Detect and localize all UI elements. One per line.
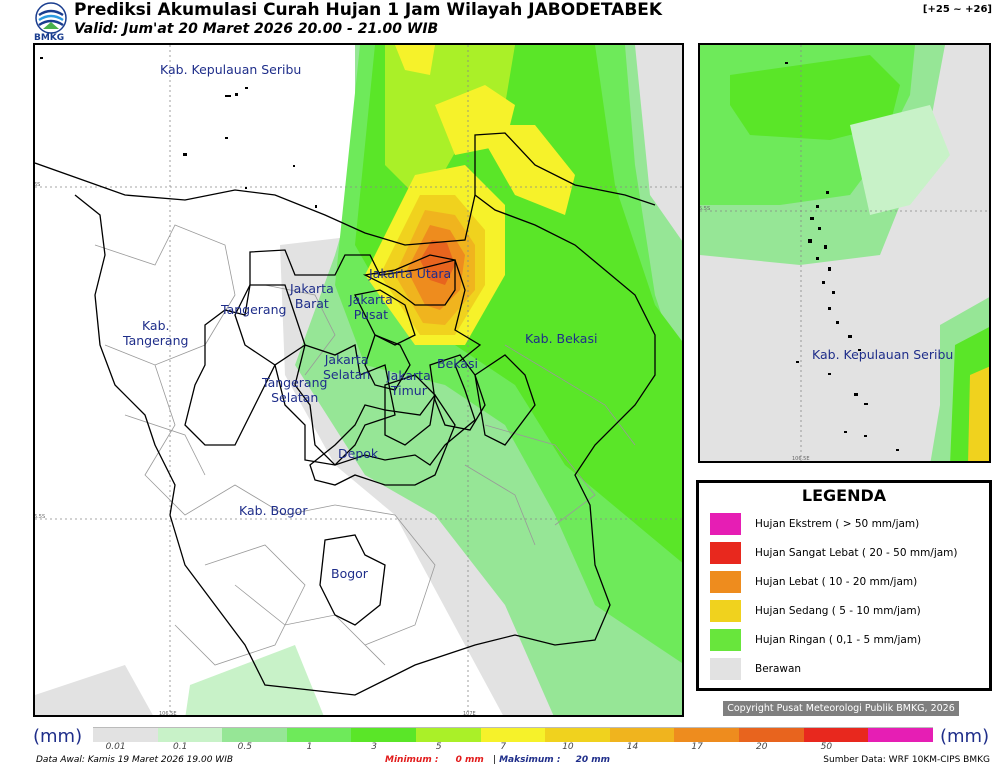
legend-item-sangat-lebat: Hujan Sangat Lebat ( 20 - 50 mm/jam) — [710, 542, 980, 564]
lat-65s-label: 6.5S — [34, 514, 46, 520]
scale-cell — [674, 728, 740, 742]
logo-text: BMKG — [34, 33, 65, 43]
scale-tick: 1 — [306, 742, 313, 752]
scale-cell — [803, 728, 869, 742]
scale-cell — [609, 728, 675, 742]
scale-cell — [93, 728, 158, 742]
legend-label: Hujan Ekstrem ( > 50 mm/jam) — [755, 518, 920, 530]
scale-cell — [351, 728, 417, 742]
main-rainfall-map[interactable]: 6S 6.5S 106.5E 107E Kab. Kepulauan Serib… — [33, 43, 684, 717]
scale-tick: 0.01 — [105, 742, 126, 752]
scale-tick: 50 — [820, 742, 833, 752]
main-map-canvas — [35, 45, 682, 715]
legend-swatch — [710, 513, 741, 535]
legend-label: Hujan Sangat Lebat ( 20 - 50 mm/jam) — [755, 547, 958, 559]
scale-unit-left: (mm) — [33, 726, 83, 747]
label-bekasi: Bekasi — [437, 356, 478, 371]
source-note: Sumber Data: WRF 10KM-CIPS BMKG — [823, 755, 990, 765]
label-jakarta-timur: Jakarta Timur — [387, 368, 431, 398]
thousand-islands — [40, 57, 317, 208]
legend-label: Hujan Sedang ( 5 - 10 mm/jam) — [755, 605, 921, 617]
scale-tick: 20 — [756, 742, 768, 752]
legend-item-sedang: Hujan Sedang ( 5 - 10 mm/jam) — [710, 600, 980, 622]
legend-label: Hujan Lebat ( 10 - 20 mm/jam) — [755, 576, 918, 588]
inset-label-kab-kepulauan-seribu: Kab. Kepulauan Seribu — [812, 347, 954, 362]
label-tangerang: Tangerang — [221, 302, 287, 317]
lat-6s-label: 6S — [34, 182, 41, 188]
legend-item-ringan: Hujan Ringan ( 0,1 - 5 mm/jam) — [710, 629, 980, 651]
label-depok: Depok — [338, 446, 379, 461]
forecast-range-tag: [+25 ~ +26] — [922, 4, 992, 15]
inset-seribu-map[interactable]: 5.5S 106.5E Kab. Kepulauan Seribu — [698, 43, 991, 463]
legend-swatch — [710, 658, 741, 680]
province-boundaries — [35, 132, 656, 696]
lon-107e-label: 107E — [463, 711, 476, 717]
legend-box: LEGENDA Hujan Ekstrem ( > 50 mm/jam) Huj… — [696, 480, 992, 691]
bmkg-logo — [35, 2, 67, 34]
legend-swatch — [710, 600, 741, 622]
legend-item-lebat: Hujan Lebat ( 10 - 20 mm/jam) — [710, 571, 980, 593]
legend-swatch — [710, 629, 741, 651]
min-max-note: Minimum : 0 mm | Maksimum : 20 mm — [385, 755, 610, 765]
scale-tick-labels: 0.01 0.1 0.5 1 3 5 7 10 14 17 20 50 — [93, 742, 933, 754]
legend-swatch — [710, 542, 741, 564]
scale-tick: 17 — [691, 742, 703, 752]
scale-tick: 14 — [626, 742, 639, 752]
inset-lat-label: 5.5S — [699, 206, 711, 212]
precipitation-color-scale — [93, 727, 933, 742]
lon-1065e-label: 106.5E — [159, 711, 177, 717]
scale-cell — [157, 728, 223, 742]
scale-cell — [480, 728, 546, 742]
minimum-label: Minimum : — [385, 755, 439, 765]
label-jakarta-barat: Jakarta Barat — [290, 281, 334, 311]
legend-label: Berawan — [755, 663, 802, 675]
label-jakarta-utara: Jakarta Utara — [369, 266, 452, 281]
scale-tick: 3 — [371, 742, 377, 752]
legend-swatch — [710, 571, 741, 593]
min-max-separator: | — [492, 755, 496, 765]
maximum-value: 20 mm — [575, 755, 610, 765]
scale-tick: 7 — [500, 742, 507, 752]
subdistrict-boundaries — [94, 224, 636, 666]
label-kab-bogor: Kab. Bogor — [239, 503, 308, 518]
scale-cell — [739, 728, 804, 742]
maximum-label: Maksimum : — [499, 755, 561, 765]
valid-period: Valid: Jum'at 20 Maret 2026 20.00 - 21.0… — [74, 21, 439, 37]
data-awal-note: Data Awal: Kamis 19 Maret 2026 19.00 WIB — [36, 755, 234, 765]
inset-lon-label: 106.5E — [792, 456, 810, 462]
scale-tick: 10 — [562, 742, 574, 752]
label-jakarta-pusat: Jakarta Pusat — [349, 292, 393, 322]
page-title: Prediksi Akumulasi Curah Hujan 1 Jam Wil… — [74, 0, 663, 20]
scale-cell — [222, 728, 287, 742]
legend-item-ekstrem: Hujan Ekstrem ( > 50 mm/jam) — [710, 513, 980, 535]
minimum-value: 0 mm — [455, 755, 484, 765]
scale-cell — [286, 728, 352, 742]
legend-label: Hujan Ringan ( 0,1 - 5 mm/jam) — [755, 634, 922, 646]
map-gridlines — [35, 45, 682, 715]
scale-tick: 0.5 — [237, 742, 253, 752]
rain-field-layer — [35, 45, 682, 715]
copyright-badge: Copyright Pusat Meteorologi Publik BMKG,… — [723, 701, 959, 716]
scale-cell — [545, 728, 610, 742]
scale-tick: 0.1 — [173, 742, 188, 752]
label-kab-kepulauan-seribu: Kab. Kepulauan Seribu — [160, 62, 302, 77]
legend-title: LEGENDA — [801, 486, 887, 505]
inset-map-canvas — [700, 45, 989, 461]
label-bogor: Bogor — [331, 566, 368, 581]
label-tangerang-selatan: Tangerang Selatan — [262, 375, 328, 405]
label-kab-tangerang: Kab. Tangerang — [123, 318, 189, 348]
label-kab-bekasi: Kab. Bekasi — [525, 331, 598, 346]
label-jakarta-selatan: Jakarta Selatan — [323, 352, 371, 382]
scale-cell — [868, 728, 933, 742]
scale-cell — [416, 728, 481, 742]
legend-item-berawan: Berawan — [710, 658, 980, 680]
scale-tick: 5 — [435, 742, 442, 752]
scale-unit-right: (mm) — [940, 726, 990, 747]
